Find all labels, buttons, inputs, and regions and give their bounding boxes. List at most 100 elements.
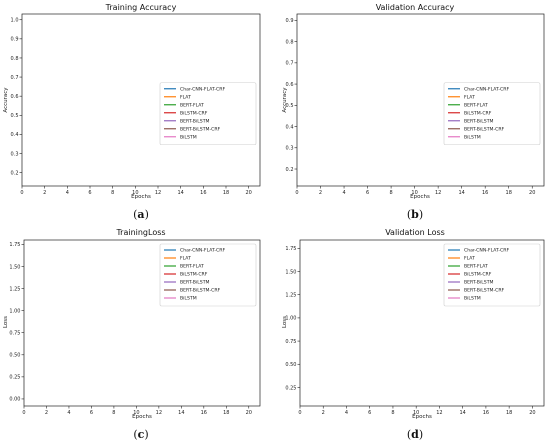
y-tick-label: 0.2 [286, 167, 294, 173]
panel-caption: (a) [133, 208, 149, 221]
legend-label: Char-CNN-FLAT-CRF [180, 86, 225, 92]
legend-label: BERT-BiLSTM [180, 280, 209, 286]
x-tick-label: 18 [506, 410, 512, 416]
legend-label: BiLSTM-CRF [464, 272, 492, 278]
legend-frame [443, 243, 541, 307]
y-tick-label: 0.75 [285, 339, 296, 345]
x-tick-label: 6 [88, 190, 91, 196]
plot-area: 0 2 4 6 8 10 12 14 16 18 20 0.2 0.3 0.4 0.5 0.6 0.7 0.8 0.… [11, 13, 261, 196]
y-tick-label: 0.50 [285, 362, 296, 368]
y-tick-label: 0.7 [286, 61, 294, 67]
x-tick-label: 4 [342, 190, 345, 196]
y-tick-label: 1.50 [285, 269, 296, 275]
y-tick-label: 0.5 [286, 103, 294, 109]
panel-caption: (c) [133, 428, 148, 441]
x-tick-label: 18 [223, 410, 229, 416]
y-tick-label: 0.4 [11, 132, 19, 138]
x-tick-label: 16 [482, 190, 488, 196]
x-tick-label: 4 [66, 190, 69, 196]
x-tick-label: 2 [319, 190, 322, 196]
legend: Char-CNN-FLAT-CRF FLAT BERT-FLAT BiLSTM-CRF… [443, 243, 541, 307]
panel-c: TrainingLoss 0 2 4 6 8 10 12 14 16 18 20 0.00 0.25 0.… [3, 228, 261, 441]
x-tick-label: 2 [43, 190, 46, 196]
legend-label: BiLSTM [180, 134, 197, 140]
x-axis-label: Epochs [412, 414, 432, 420]
x-tick-label: 0 [298, 410, 301, 416]
chart-title: Training Accuracy [105, 3, 177, 12]
y-axis-label: Loss [282, 316, 288, 328]
x-tick-label: 18 [223, 190, 229, 196]
x-tick-label: 4 [67, 410, 70, 416]
legend-label: BERT-BiLSTM [464, 280, 493, 286]
legend-label: FLAT [180, 94, 191, 100]
x-tick-label: 0 [20, 190, 23, 196]
chart-title: Validation Loss [385, 228, 445, 237]
x-tick-label: 12 [436, 410, 442, 416]
y-tick-label: 1.75 [9, 242, 20, 248]
x-tick-label: 4 [345, 410, 348, 416]
y-tick-label: 0.50 [9, 353, 20, 359]
legend-label: FLAT [464, 94, 475, 100]
y-tick-label: 1.00 [285, 316, 296, 322]
x-tick-label: 2 [322, 410, 325, 416]
legend-frame [443, 82, 541, 146]
panel-b: Validation Accuracy 0 2 4 6 8 10 12 14 16 18 20 0.2… [282, 3, 545, 221]
x-tick-label: 8 [111, 190, 114, 196]
y-tick-label: 0.4 [286, 124, 294, 130]
chart-title: Validation Accuracy [376, 3, 455, 12]
legend-label: BERT-BiLSTM-CRF [180, 126, 221, 132]
legend: Char-CNN-FLAT-CRF FLAT BERT-FLAT BiLSTM-CRF… [159, 243, 257, 307]
legend-label: Char-CNN-FLAT-CRF [180, 248, 225, 254]
legend-label: BERT-FLAT [180, 264, 204, 270]
y-tick-label: 0.00 [9, 397, 20, 403]
x-tick-label: 20 [529, 410, 535, 416]
y-tick-label: 0.5 [11, 113, 19, 119]
x-tick-label: 20 [529, 190, 535, 196]
x-tick-label: 0 [22, 410, 25, 416]
y-tick-label: 0.9 [11, 37, 19, 43]
x-axis-label: Epochs [131, 194, 151, 200]
x-tick-label: 16 [201, 410, 207, 416]
legend-label: BiLSTM [464, 296, 481, 302]
chart-title: TrainingLoss [115, 228, 165, 237]
legend-frame [159, 243, 257, 307]
legend-label: FLAT [464, 256, 475, 262]
legend-label: BERT-BiLSTM-CRF [180, 288, 221, 294]
panel-d: Validation Loss 0 2 4 6 8 10 12 14 16 18 20 0.25 0.5… [282, 228, 545, 441]
legend: Char-CNN-FLAT-CRF FLAT BERT-FLAT BiLSTM-CRF… [159, 82, 257, 146]
y-tick-label: 0.3 [11, 151, 19, 157]
x-tick-label: 6 [90, 410, 93, 416]
legend-label: BiLSTM-CRF [180, 272, 208, 278]
y-tick-label: 0.7 [11, 75, 19, 81]
y-tick-label: 0.6 [286, 82, 294, 88]
x-tick-label: 12 [155, 190, 161, 196]
plot-area: 0 2 4 6 8 10 12 14 16 18 20 0.2 0.3 0.4 0.5 0.6 0.7 0.8 0.… [286, 13, 545, 196]
panel-caption: (d) [407, 428, 423, 441]
y-tick-label: 0.8 [11, 56, 19, 62]
y-tick-label: 0.75 [9, 331, 20, 337]
plot-area: 0 2 4 6 8 10 12 14 16 18 20 0.00 0.25 0.50 0.75 1.00 1.2… [9, 239, 261, 416]
y-tick-label: 0.6 [11, 94, 19, 100]
y-tick-label: 1.75 [285, 246, 296, 252]
x-tick-label: 20 [245, 190, 251, 196]
panel-caption: (b) [407, 208, 423, 221]
legend-label: BiLSTM [464, 134, 481, 140]
legend-label: BERT-BiLSTM [180, 118, 209, 124]
legend: Char-CNN-FLAT-CRF FLAT BERT-FLAT BiLSTM-CRF… [443, 82, 541, 146]
x-tick-label: 16 [200, 190, 206, 196]
y-tick-label: 0.25 [9, 375, 20, 381]
y-tick-label: 1.50 [9, 264, 20, 270]
legend-label: BERT-FLAT [464, 264, 488, 270]
x-tick-label: 8 [390, 190, 393, 196]
legend-frame [159, 82, 257, 146]
x-tick-label: 2 [45, 410, 48, 416]
legend-label: BiLSTM [180, 296, 197, 302]
x-tick-label: 10 [411, 190, 417, 196]
y-tick-label: 1.25 [9, 286, 20, 292]
x-tick-label: 14 [177, 190, 183, 196]
x-tick-label: 8 [112, 410, 115, 416]
y-tick-label: 0.8 [286, 39, 294, 45]
y-tick-label: 1.25 [285, 293, 296, 299]
x-tick-label: 16 [483, 410, 489, 416]
